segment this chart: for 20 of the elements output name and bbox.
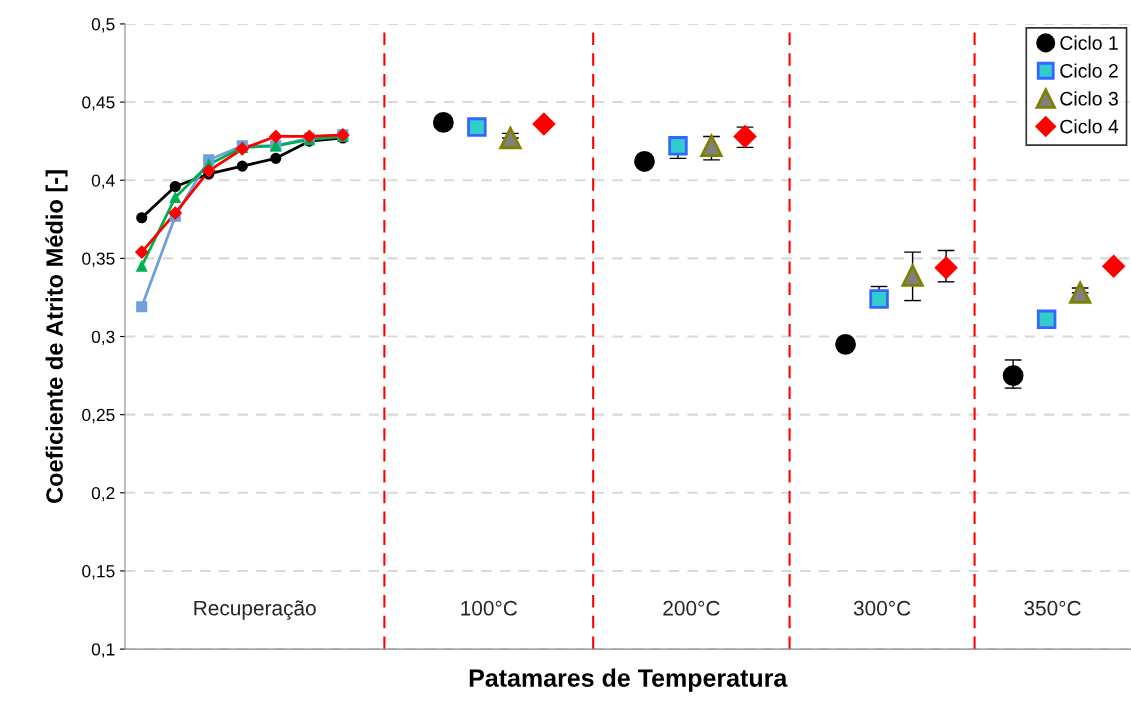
y-tick-label: 0,35 bbox=[82, 252, 115, 267]
x-axis-title: Patamares de Temperatura bbox=[469, 668, 788, 692]
annotation: 300°C bbox=[853, 600, 911, 616]
legend-label: Ciclo 3 bbox=[1060, 91, 1118, 106]
y-tick-label: 0,45 bbox=[82, 96, 115, 111]
y-tick-label: 0,2 bbox=[91, 486, 115, 502]
y-tick-label: 0,4 bbox=[91, 174, 115, 189]
y-tick-label: 0,1 bbox=[91, 643, 115, 658]
annotation: 200°C bbox=[663, 600, 720, 616]
y-tick-label: 0,5 bbox=[91, 18, 115, 33]
y-axis-title: Coeficiente de Atrito Médio [-] bbox=[45, 170, 68, 503]
annotation: 100°C bbox=[461, 600, 518, 616]
legend-label: Ciclo 4 bbox=[1060, 119, 1119, 134]
annotation: 350°C bbox=[1024, 600, 1081, 616]
y-tick-label: 0,25 bbox=[82, 408, 115, 424]
annotation: Recuperação bbox=[194, 600, 316, 620]
legend-label: Ciclo 2 bbox=[1060, 63, 1118, 78]
legend-label: Ciclo 1 bbox=[1060, 35, 1118, 50]
y-tick-label: 0,15 bbox=[82, 565, 115, 580]
y-tick-label: 0,3 bbox=[91, 330, 115, 346]
